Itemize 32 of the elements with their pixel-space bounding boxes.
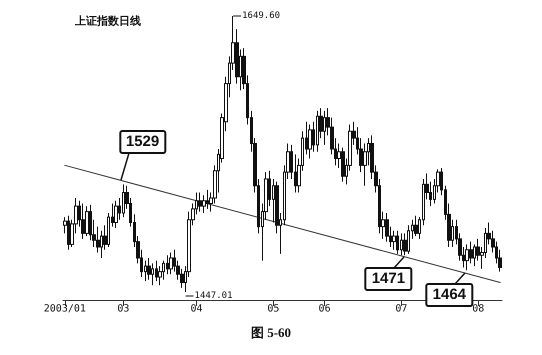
- annotation: 1471: [364, 266, 412, 291]
- x-tick-label: 06: [318, 304, 331, 314]
- annotation: 1649.60: [242, 11, 280, 21]
- annotation: 1464: [426, 283, 474, 308]
- chart-title: 上证指数日线: [74, 14, 141, 28]
- candlestick: [67, 215, 70, 250]
- x-tick-label: 05: [267, 304, 280, 314]
- caption: 图 5-60: [250, 325, 292, 340]
- x-tick-label: 08: [472, 304, 484, 314]
- candlestick: [392, 230, 396, 250]
- x-tick-label: 04: [190, 304, 203, 314]
- candlestick: [308, 124, 312, 160]
- x-tick-label: 03: [117, 304, 130, 314]
- candlestick: [400, 232, 403, 256]
- candlestick: [81, 202, 85, 240]
- candlestick: [169, 252, 173, 275]
- candlestick: [114, 200, 118, 228]
- candlestick: [414, 215, 418, 237]
- annotation: 1447.01: [194, 291, 232, 301]
- candlestick: [341, 147, 345, 182]
- annotation: 1529: [118, 130, 166, 154]
- candlestick: [316, 110, 319, 152]
- candlestick: [396, 230, 399, 254]
- candlestick: [206, 189, 209, 210]
- x-tick-label: 07: [395, 304, 408, 314]
- candlestick: [85, 206, 89, 237]
- candlestick: [465, 244, 469, 271]
- x-tick-label: 2003/01: [44, 304, 86, 314]
- candlestick: [198, 192, 202, 212]
- candlestick: [122, 184, 125, 218]
- candlestick: [155, 260, 158, 282]
- candlestick: [323, 110, 326, 146]
